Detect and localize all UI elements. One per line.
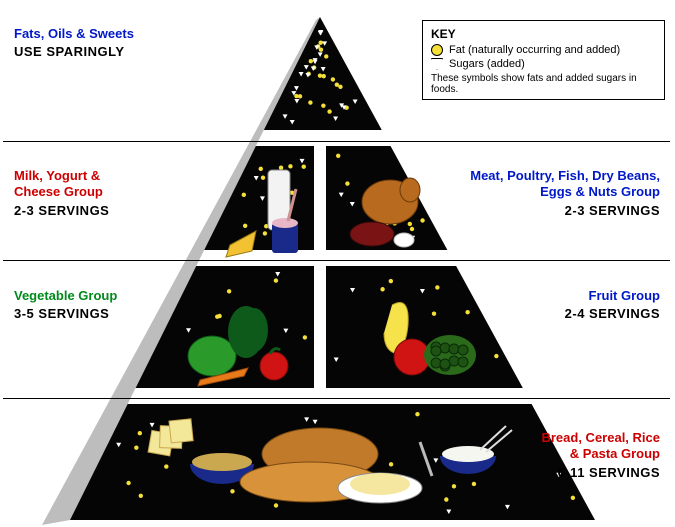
legend-key: KEY Fat (naturally occurring and added) …: [422, 20, 665, 100]
divider-2: [3, 260, 670, 261]
key-title: KEY: [431, 27, 656, 41]
group-servings: 2-4 SERVINGS: [565, 306, 660, 322]
divider-1: [3, 141, 670, 142]
key-note: These symbols show fats and added sugars…: [431, 73, 656, 95]
group-servings: 6-11 SERVINGS: [540, 465, 660, 481]
label-fruit: Fruit Group 2-4 SERVINGS: [565, 288, 660, 323]
key-sugar-label: Sugars (added): [449, 58, 525, 70]
group-title: Fruit Group: [565, 288, 660, 304]
group-title: Vegetable Group: [14, 288, 117, 304]
group-title: Fats, Oils & Sweets: [14, 26, 134, 42]
group-title: Milk, Yogurt & Cheese Group: [14, 168, 144, 201]
group-servings: 3-5 SERVINGS: [14, 306, 117, 322]
label-vegetable: Vegetable Group 3-5 SERVINGS: [14, 288, 117, 323]
group-servings: USE SPARINGLY: [14, 44, 134, 60]
group-title: Meat, Poultry, Fish, Dry Beans, Eggs & N…: [440, 168, 660, 201]
label-bread-cereal: Bread, Cereal, Rice & Pasta Group 6-11 S…: [540, 430, 660, 481]
label-fats-oils-sweets: Fats, Oils & Sweets USE SPARINGLY: [14, 26, 134, 61]
divider-3: [3, 398, 670, 399]
fat-symbol-icon: [431, 44, 443, 56]
group-servings: 2-3 SERVINGS: [440, 203, 660, 219]
group-title: Bread, Cereal, Rice & Pasta Group: [540, 430, 660, 463]
label-meat-poultry: Meat, Poultry, Fish, Dry Beans, Eggs & N…: [440, 168, 660, 219]
group-servings: 2-3 SERVINGS: [14, 203, 144, 219]
sugar-symbol-icon: [431, 58, 443, 70]
key-fat-label: Fat (naturally occurring and added): [449, 44, 620, 56]
label-milk-cheese: Milk, Yogurt & Cheese Group 2-3 SERVINGS: [14, 168, 144, 219]
